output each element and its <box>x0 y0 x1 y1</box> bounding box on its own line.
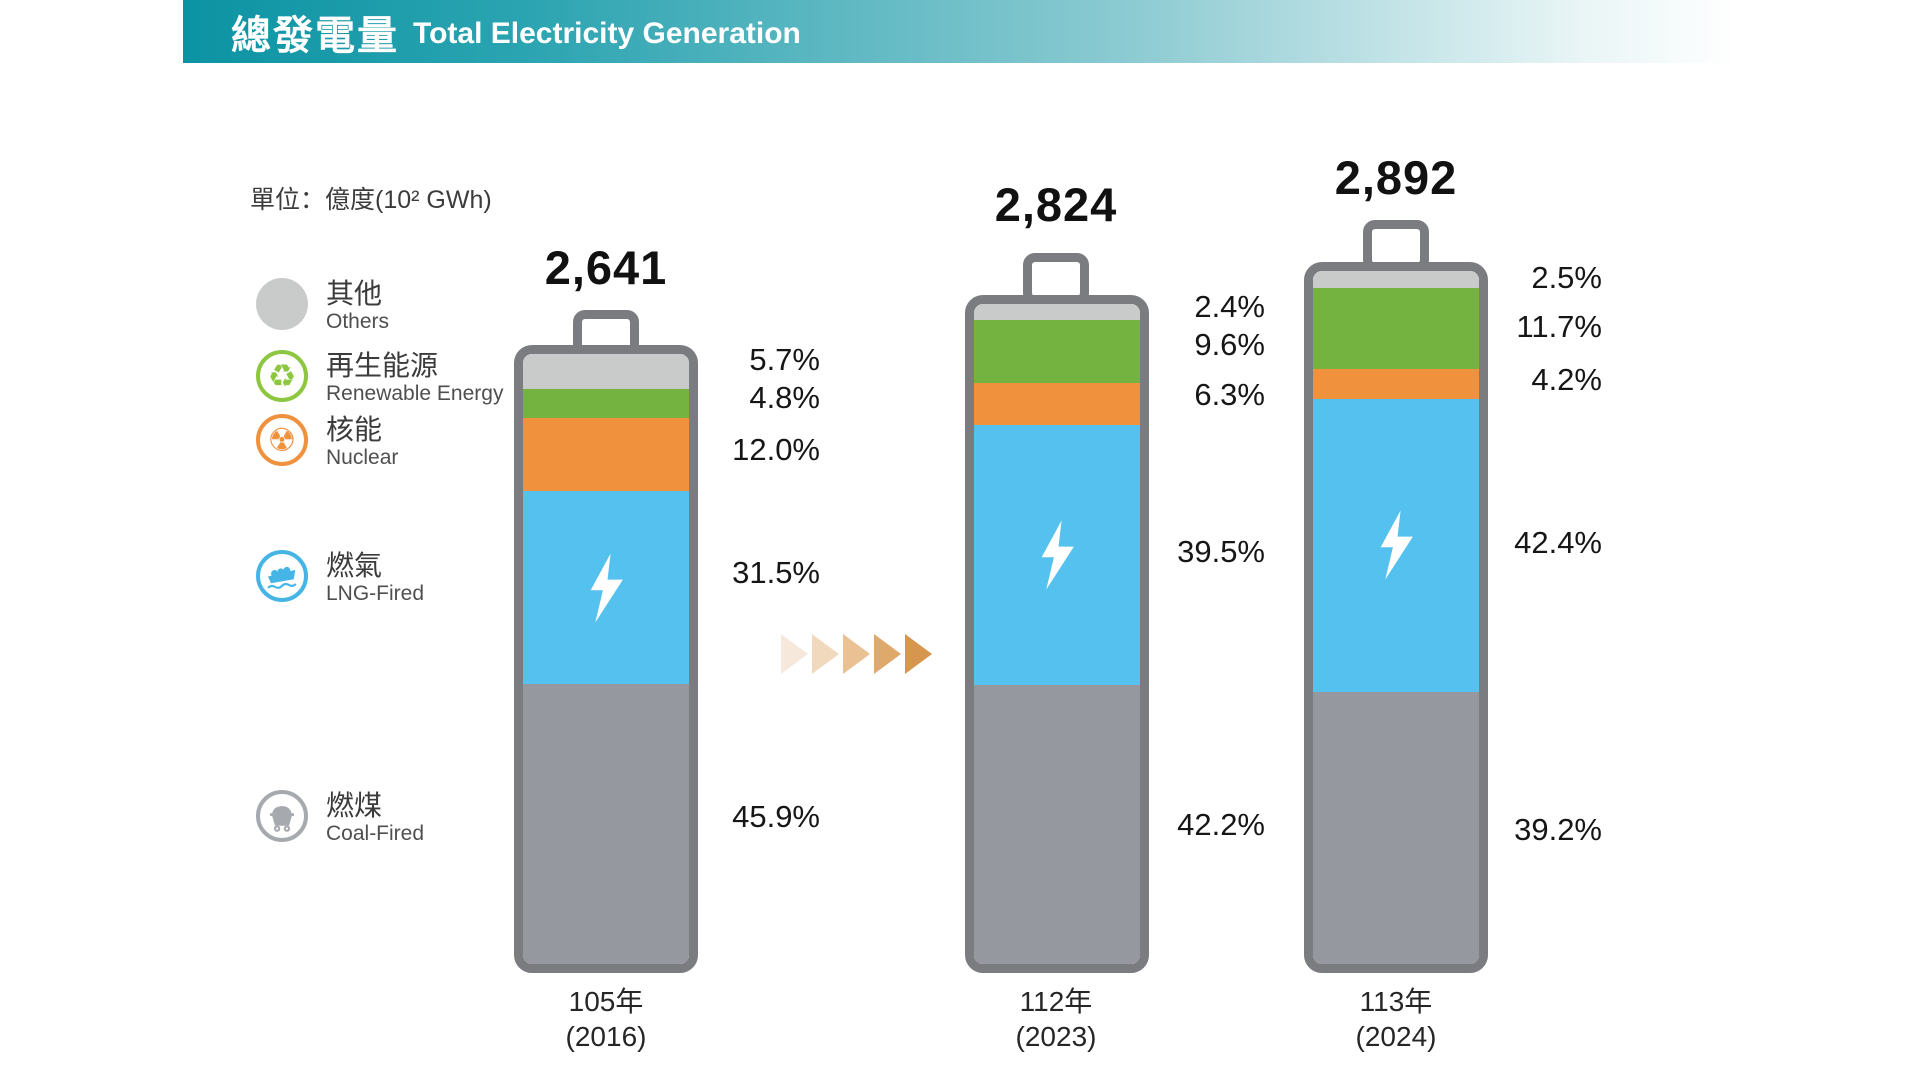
legend-label-en: Nuclear <box>326 446 399 469</box>
radiation-icon: ☢ <box>256 414 308 466</box>
bar-segment-nuclear <box>974 383 1140 425</box>
bar-segment-others <box>974 304 1140 320</box>
pct-nuclear-2016: 12.0% <box>732 432 820 467</box>
legend-label-en: Others <box>326 310 390 333</box>
recycle-icon: ♻ <box>256 350 308 402</box>
bar-total-2023: 2,824 <box>994 178 1118 231</box>
page-title-en: Total Electricity Generation <box>413 16 801 50</box>
battery-fill-2016 <box>523 354 689 964</box>
axis-label-2023: 112年 (2023) <box>1015 986 1097 1052</box>
pct-lng-2024: 42.4% <box>1514 525 1602 560</box>
page-title-zh: 總發電量 <box>231 13 399 58</box>
bar-segment-coal <box>1313 692 1479 964</box>
battery-fill-2024 <box>1313 271 1479 964</box>
lightning-bolt-icon <box>1041 520 1074 590</box>
bar-segment-others <box>523 354 689 389</box>
bar-segment-renewable <box>523 388 689 419</box>
legend-label-en: LNG-Fired <box>326 582 425 605</box>
legend-item-renewable: ♻ 再生能源 Renewable Energy <box>256 350 503 406</box>
pct-lng-2016: 31.5% <box>732 555 820 590</box>
bar-segment-lng <box>974 424 1140 686</box>
legend-item-coal: 燃煤 Coal-Fired <box>256 790 424 846</box>
bar-segment-renewable <box>1313 288 1479 370</box>
bar-total-2016: 2,641 <box>544 241 668 294</box>
legend-label-zh: 核能 <box>326 414 383 445</box>
coal-cart-icon <box>256 790 308 842</box>
lightning-bolt-icon <box>590 553 623 623</box>
bar-segment-lng <box>1313 398 1479 693</box>
lightning-bolt-icon <box>1380 510 1413 580</box>
legend-label-zh: 燃氣 <box>326 550 383 581</box>
battery-fill-2023 <box>974 304 1140 964</box>
others-circle-icon <box>256 278 308 330</box>
bar-total-2024: 2,892 <box>1334 151 1458 204</box>
axis-label-2024: 113年 (2024) <box>1355 986 1437 1052</box>
pct-renewable-2016: 4.8% <box>749 380 820 415</box>
pct-others-2024: 2.5% <box>1531 260 1602 295</box>
pct-coal-2023: 42.2% <box>1177 807 1265 842</box>
pct-coal-2024: 39.2% <box>1514 812 1602 847</box>
bar-segment-others <box>1313 271 1479 289</box>
pct-others-2023: 2.4% <box>1194 289 1265 324</box>
legend-label-en: Renewable Energy <box>326 382 504 405</box>
bar-segment-nuclear <box>523 418 689 492</box>
legend-item-lng: 燃氣 LNG-Fired <box>256 550 424 606</box>
pct-nuclear-2024: 4.2% <box>1531 362 1602 397</box>
legend-label-en: Coal-Fired <box>326 822 425 845</box>
arrow-right-icon <box>781 634 808 674</box>
lng-ship-icon <box>256 550 308 602</box>
header-band: 總發電量 Total Electricity Generation <box>183 0 1737 63</box>
pct-others-2016: 5.7% <box>749 342 820 377</box>
battery-bar-2024 <box>1304 262 1488 973</box>
pct-nuclear-2023: 6.3% <box>1194 377 1265 412</box>
bar-segment-lng <box>523 491 689 684</box>
bar-segment-coal <box>974 685 1140 964</box>
transition-arrows <box>781 634 936 674</box>
pct-renewable-2024: 11.7% <box>1516 309 1602 344</box>
pct-renewable-2023: 9.6% <box>1194 327 1265 362</box>
legend-label-zh: 燃煤 <box>326 790 383 821</box>
legend-item-others: 其他 Others <box>256 278 389 334</box>
arrow-right-icon <box>874 634 901 674</box>
arrow-right-icon <box>812 634 839 674</box>
axis-label-2016: 105年 (2016) <box>565 986 647 1052</box>
unit-label: 單位：億度(10² GWh) <box>250 186 492 214</box>
legend-item-nuclear: ☢ 核能 Nuclear <box>256 414 398 470</box>
legend-label-zh: 再生能源 <box>326 350 439 381</box>
pct-lng-2023: 39.5% <box>1177 534 1265 569</box>
arrow-right-icon <box>905 634 932 674</box>
arrow-right-icon <box>843 634 870 674</box>
battery-bar-2016 <box>514 345 698 973</box>
bar-segment-nuclear <box>1313 369 1479 399</box>
legend-label-zh: 其他 <box>326 278 383 309</box>
bar-segment-coal <box>523 683 689 964</box>
battery-bar-2023 <box>965 295 1149 973</box>
pct-coal-2016: 45.9% <box>732 799 820 834</box>
bar-segment-renewable <box>974 319 1140 384</box>
